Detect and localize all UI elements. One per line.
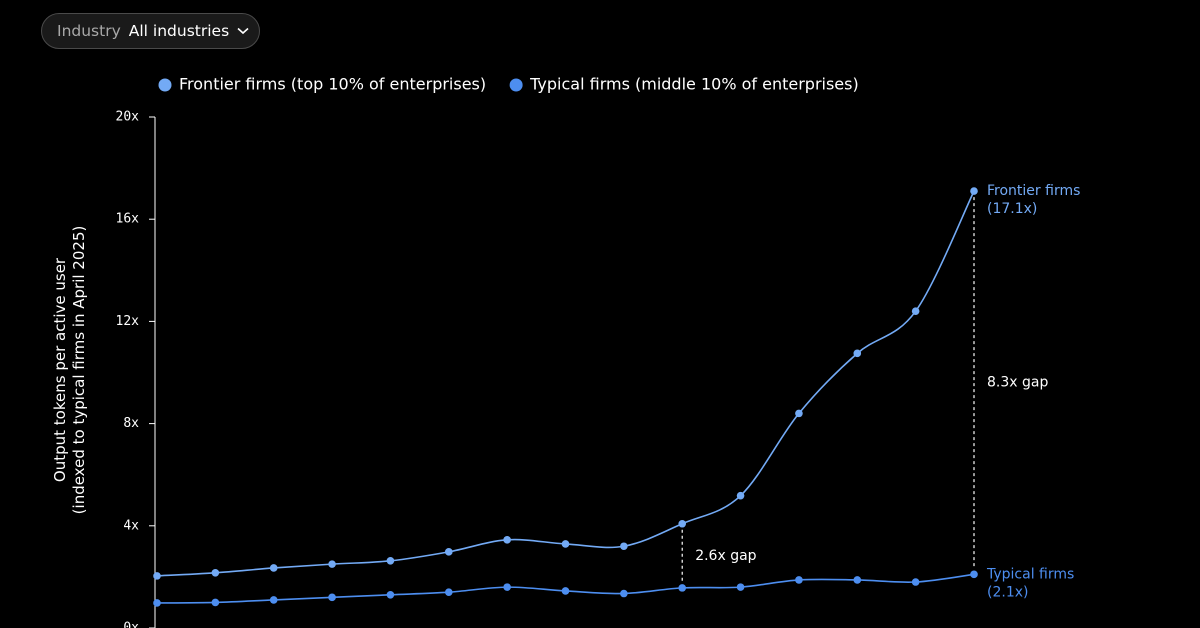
chevron (237, 27, 249, 35)
end-label: Typical firms (986, 566, 1074, 582)
filter-value: All industries (128, 22, 230, 40)
end-label: (2.1x) (987, 584, 1028, 600)
data-point (911, 307, 920, 315)
data-point (970, 570, 978, 579)
gap-label: 2.6x gap (695, 548, 756, 564)
data-point (561, 540, 570, 548)
data-point (153, 599, 161, 607)
y-axis-title: Output tokens per active user(indexed to… (51, 226, 88, 515)
y-tick-label: 20x (116, 110, 140, 125)
data-point (211, 598, 220, 607)
data-point (795, 409, 803, 418)
data-point (211, 569, 220, 577)
data-point (795, 576, 803, 584)
gap-label: 8.3x gap (987, 375, 1048, 391)
series-line (156, 190, 975, 577)
data-point (678, 519, 687, 528)
data-point (561, 587, 570, 595)
data-point (736, 491, 745, 500)
data-point (970, 187, 978, 195)
data-point (853, 349, 862, 358)
data-point (328, 560, 336, 568)
legend-marker (509, 78, 523, 92)
data-point (269, 596, 278, 604)
data-point (444, 548, 453, 556)
y-tick-label: 12x (116, 314, 140, 329)
data-point (386, 557, 395, 565)
data-point (503, 536, 511, 544)
data-point (620, 542, 628, 551)
y-tick-label: 0x (123, 621, 139, 628)
filter-label: Industry (57, 22, 121, 40)
data-point (853, 576, 862, 584)
legend-label: Frontier firms (top 10% of enterprises) (179, 75, 486, 94)
legend-label: Typical firms (middle 10% of enterprises… (529, 75, 859, 94)
industry-filter[interactable]: Industry All industries (41, 13, 260, 49)
data-point (444, 588, 453, 597)
y-axis-title-line: Output tokens per active user (51, 257, 69, 482)
data-point (678, 584, 687, 592)
end-label: (17.1x) (987, 201, 1037, 217)
y-axis-title-line: (indexed to typical firms in April 2025) (70, 226, 88, 515)
data-point (736, 583, 745, 591)
y-tick-label: 4x (123, 518, 139, 533)
data-point (911, 578, 920, 586)
y-tick-label: 16x (116, 212, 140, 227)
data-point (269, 564, 278, 572)
data-point (620, 589, 628, 598)
data-point (153, 572, 161, 580)
data-point (328, 593, 336, 602)
end-label: Frontier firms (987, 183, 1080, 199)
legend-marker (158, 78, 172, 92)
data-point (503, 583, 511, 591)
y-tick-label: 8x (123, 416, 139, 431)
data-point (386, 590, 395, 599)
